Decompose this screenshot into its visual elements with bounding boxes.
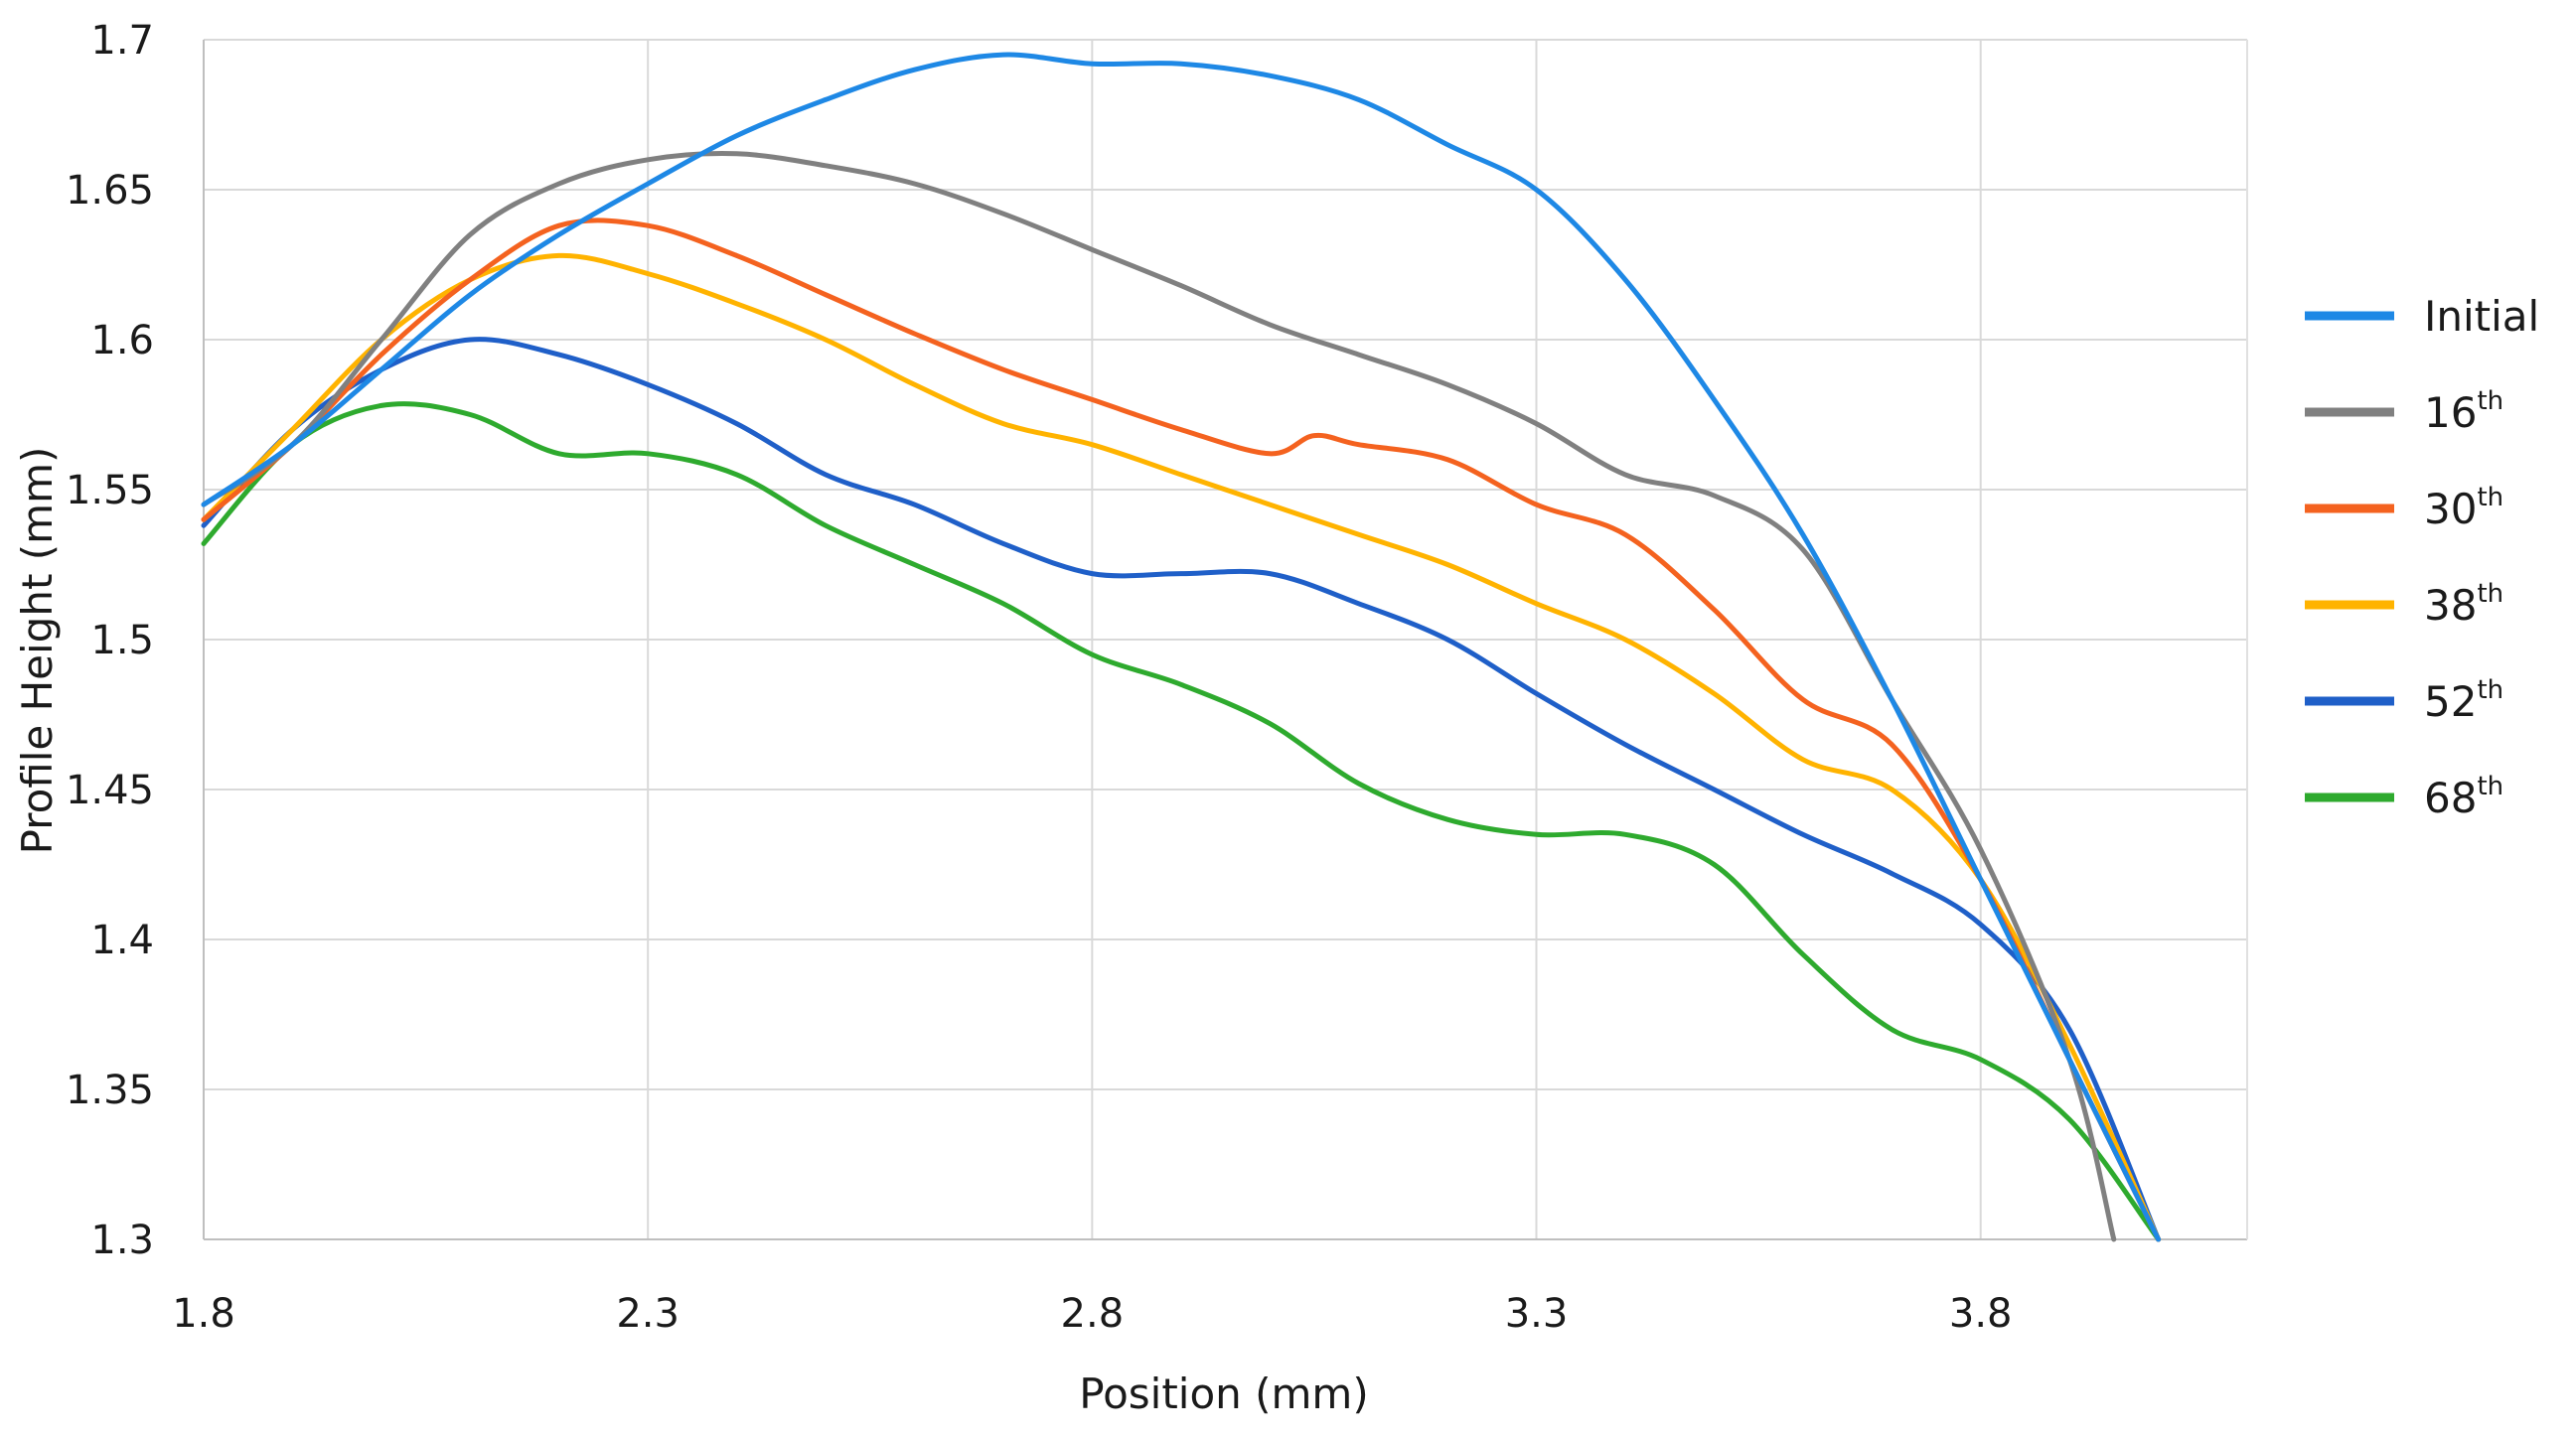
- y-tick-label: 1.4: [90, 918, 154, 963]
- y-tick-label: 1.55: [66, 468, 154, 513]
- y-tick-label: 1.3: [90, 1218, 154, 1263]
- series-line-38: [201, 252, 2162, 1242]
- y-tick-label: 1.45: [66, 768, 154, 813]
- axes: [203, 40, 2248, 1240]
- series-line-initial: [201, 52, 2162, 1242]
- y-tick-label: 1.65: [66, 168, 154, 214]
- legend-label-suffix: th: [2477, 386, 2503, 416]
- legend-label: 52th: [2424, 675, 2503, 726]
- legend-item: 38th: [2305, 579, 2503, 630]
- legend-label-suffix: th: [2477, 483, 2503, 512]
- tick-labels: 1.3 1.35 1.4 1.45 1.5 1.55 1.6 1.65 1.7 1.8 2.3 2.8…: [66, 18, 2013, 1337]
- x-tick-label: 3.8: [1949, 1291, 2013, 1337]
- legend-item: Initial: [2305, 292, 2539, 341]
- x-tick-label: 2.8: [1061, 1291, 1125, 1337]
- legend-label: Initial: [2424, 292, 2539, 341]
- legend-item: 68th: [2305, 772, 2503, 822]
- series-line-52: [201, 337, 2162, 1242]
- legend-item: 52th: [2305, 675, 2503, 726]
- y-tick-label: 1.7: [90, 18, 154, 64]
- y-tick-label: 1.5: [90, 618, 154, 663]
- series-line-68: [201, 401, 2162, 1242]
- legend-label: 30th: [2424, 483, 2503, 533]
- legend-item: 16th: [2305, 386, 2503, 437]
- x-tick-label: 3.3: [1505, 1291, 1569, 1337]
- series-lines: [201, 52, 2162, 1242]
- y-tick-label: 1.35: [66, 1068, 154, 1113]
- legend-label: 68th: [2424, 772, 2503, 822]
- legend-label: 38th: [2424, 579, 2503, 630]
- x-axis-title: Position (mm): [1079, 1369, 1368, 1418]
- x-tick-label: 2.3: [616, 1291, 680, 1337]
- series-line-16: [201, 151, 2117, 1242]
- legend-label: 16th: [2424, 386, 2503, 437]
- y-tick-label: 1.6: [90, 318, 154, 363]
- x-tick-label: 1.8: [172, 1291, 235, 1337]
- y-axis-title: Profile Height (mm): [13, 447, 62, 855]
- series-line-30: [201, 217, 2162, 1242]
- legend-label-suffix: th: [2477, 579, 2503, 609]
- legend-label-suffix: th: [2477, 675, 2503, 705]
- legend: Initial 16th 30th 38th 52th 68th: [2305, 292, 2539, 822]
- legend-label-suffix: th: [2477, 772, 2503, 801]
- gridlines: [203, 39, 2247, 1240]
- legend-item: 30th: [2305, 483, 2503, 533]
